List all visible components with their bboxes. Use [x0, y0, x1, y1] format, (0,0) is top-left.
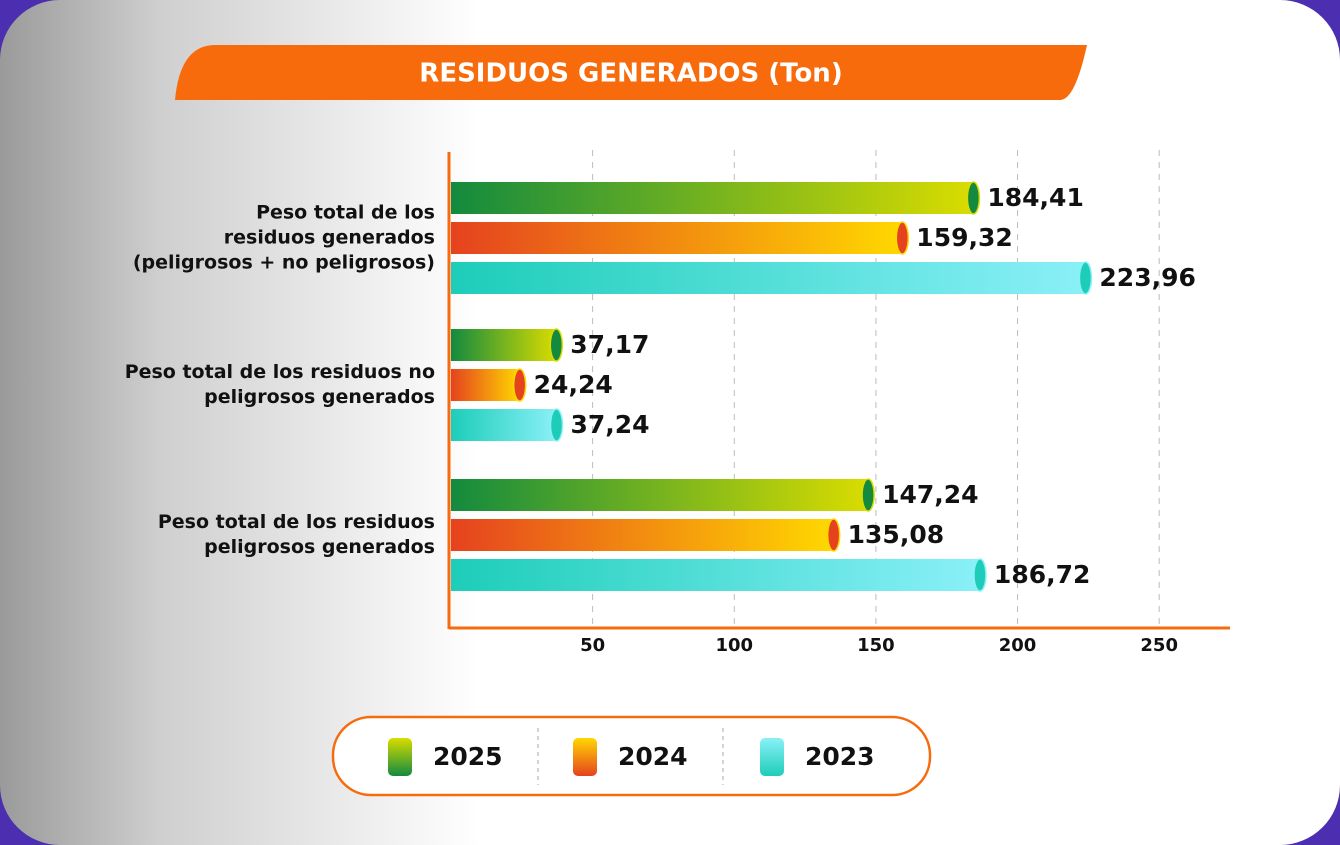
bar	[451, 479, 868, 511]
bar-cap	[550, 329, 562, 361]
bar	[451, 409, 556, 441]
bar	[451, 369, 520, 401]
bar	[451, 262, 1085, 294]
bar-cap	[550, 409, 562, 441]
bar	[451, 222, 902, 254]
data-label: 147,24	[882, 480, 978, 509]
bar-cap	[896, 222, 908, 254]
chart: RESIDUOS GENERADOS (Ton) 50 100 150 200 250 1…	[0, 0, 1340, 845]
bar-cap	[1079, 262, 1091, 294]
chart-title: RESIDUOS GENERADOS (Ton)	[419, 59, 842, 89]
data-label: 24,24	[534, 370, 613, 399]
bar	[451, 329, 556, 361]
legend-label: 2023	[805, 742, 875, 771]
data-label: 37,17	[570, 330, 649, 359]
x-tick-label: 200	[999, 635, 1037, 656]
data-label: 159,32	[916, 223, 1012, 252]
bar-cap	[974, 559, 986, 591]
bar-cap	[514, 369, 526, 401]
legend-icon	[573, 738, 597, 776]
y-tick-label: Peso total de los residuos peligrosos ge…	[15, 510, 435, 560]
bar	[451, 182, 973, 214]
legend-label: 2025	[433, 742, 503, 771]
legend-icon	[760, 738, 784, 776]
data-label: 223,96	[1099, 263, 1195, 292]
bar	[451, 559, 980, 591]
y-tick-label: Peso total de los residuos no peligrosos…	[15, 360, 435, 410]
y-tick-label: Peso total de los residuos generados (pe…	[15, 201, 435, 276]
legend-label: 2024	[618, 742, 688, 771]
x-tick-label: 100	[715, 635, 753, 656]
bar-cap	[967, 182, 979, 214]
bar-cap	[862, 479, 874, 511]
x-tick-label: 250	[1140, 635, 1178, 656]
bar	[451, 519, 834, 551]
x-tick-label: 50	[580, 635, 605, 656]
data-label: 135,08	[848, 520, 944, 549]
data-label: 186,72	[994, 560, 1090, 589]
data-label: 37,24	[570, 410, 649, 439]
bar-cap	[828, 519, 840, 551]
legend-icon	[388, 738, 412, 776]
x-tick-label: 150	[857, 635, 895, 656]
data-label: 184,41	[987, 183, 1083, 212]
page: RESIDUOS GENERADOS (Ton) 50 100 150 200 250 1…	[0, 0, 1340, 845]
